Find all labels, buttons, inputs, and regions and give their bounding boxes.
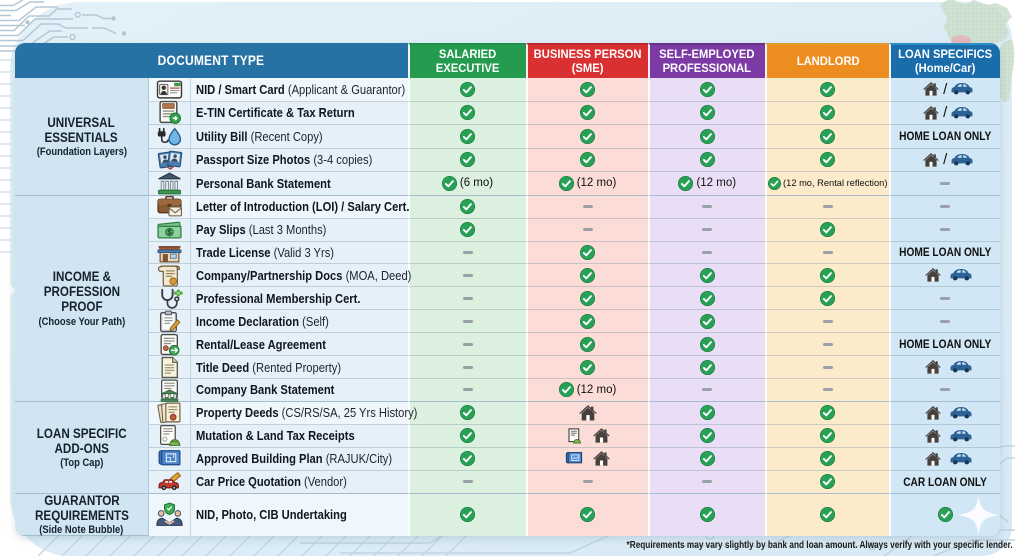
svg-text:$: $ (167, 228, 171, 237)
